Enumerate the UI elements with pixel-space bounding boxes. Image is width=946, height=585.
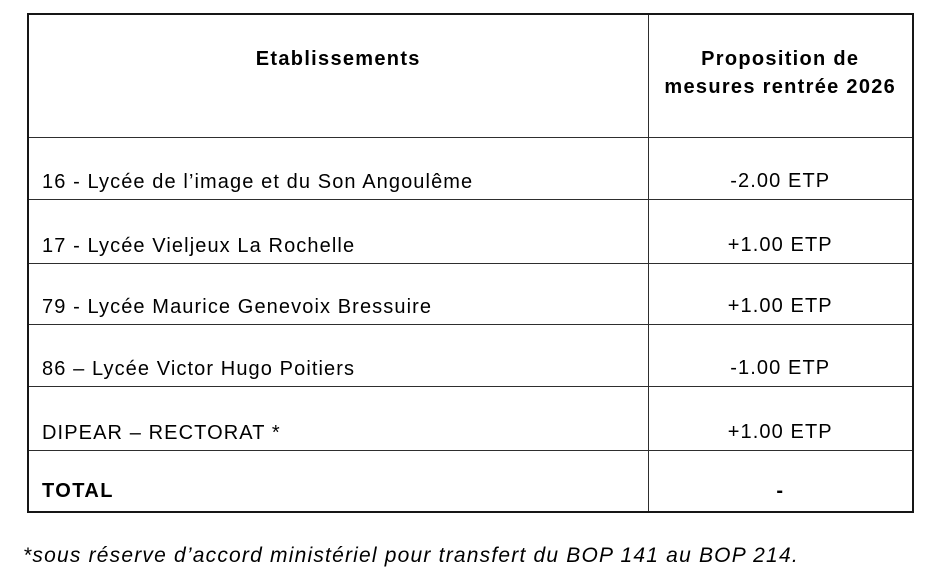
col-header-proposition-mesures: Proposition de mesures rentrée 2026 xyxy=(647,13,914,138)
etablissement-cell: 79 - Lycée Maurice Genevoix Bressuire xyxy=(27,262,649,325)
total-value-cell: - xyxy=(647,449,914,513)
table-row: 16 - Lycée de l’image et du Son Angoulêm… xyxy=(27,136,914,200)
measures-table: Etablissements Proposition de mesures re… xyxy=(27,13,914,513)
etablissement-cell: 16 - Lycée de l’image et du Son Angoulêm… xyxy=(27,136,649,200)
total-label-cell: TOTAL xyxy=(27,449,649,513)
footnote: *sous réserve d’accord ministériel pour … xyxy=(23,544,799,567)
table-row: 86 – Lycée Victor Hugo Poitiers -1.00 ET… xyxy=(27,323,914,387)
mesure-cell: +1.00 ETP xyxy=(647,262,914,325)
etablissement-cell: 17 - Lycée Vieljeux La Rochelle xyxy=(27,198,649,264)
mesure-cell: -1.00 ETP xyxy=(647,323,914,387)
mesure-cell: +1.00 ETP xyxy=(647,385,914,451)
etablissement-cell: DIPEAR – RECTORAT * xyxy=(27,385,649,451)
col-header-etablissements: Etablissements xyxy=(27,13,649,138)
table-row: 79 - Lycée Maurice Genevoix Bressuire +1… xyxy=(27,262,914,325)
etablissement-cell: 86 – Lycée Victor Hugo Poitiers xyxy=(27,323,649,387)
table-row: 17 - Lycée Vieljeux La Rochelle +1.00 ET… xyxy=(27,198,914,264)
table-row: DIPEAR – RECTORAT * +1.00 ETP xyxy=(27,385,914,451)
mesure-cell: -2.00 ETP xyxy=(647,136,914,200)
mesure-cell: +1.00 ETP xyxy=(647,198,914,264)
header-row: Etablissements Proposition de mesures re… xyxy=(27,13,914,138)
total-row: TOTAL - xyxy=(27,449,914,513)
